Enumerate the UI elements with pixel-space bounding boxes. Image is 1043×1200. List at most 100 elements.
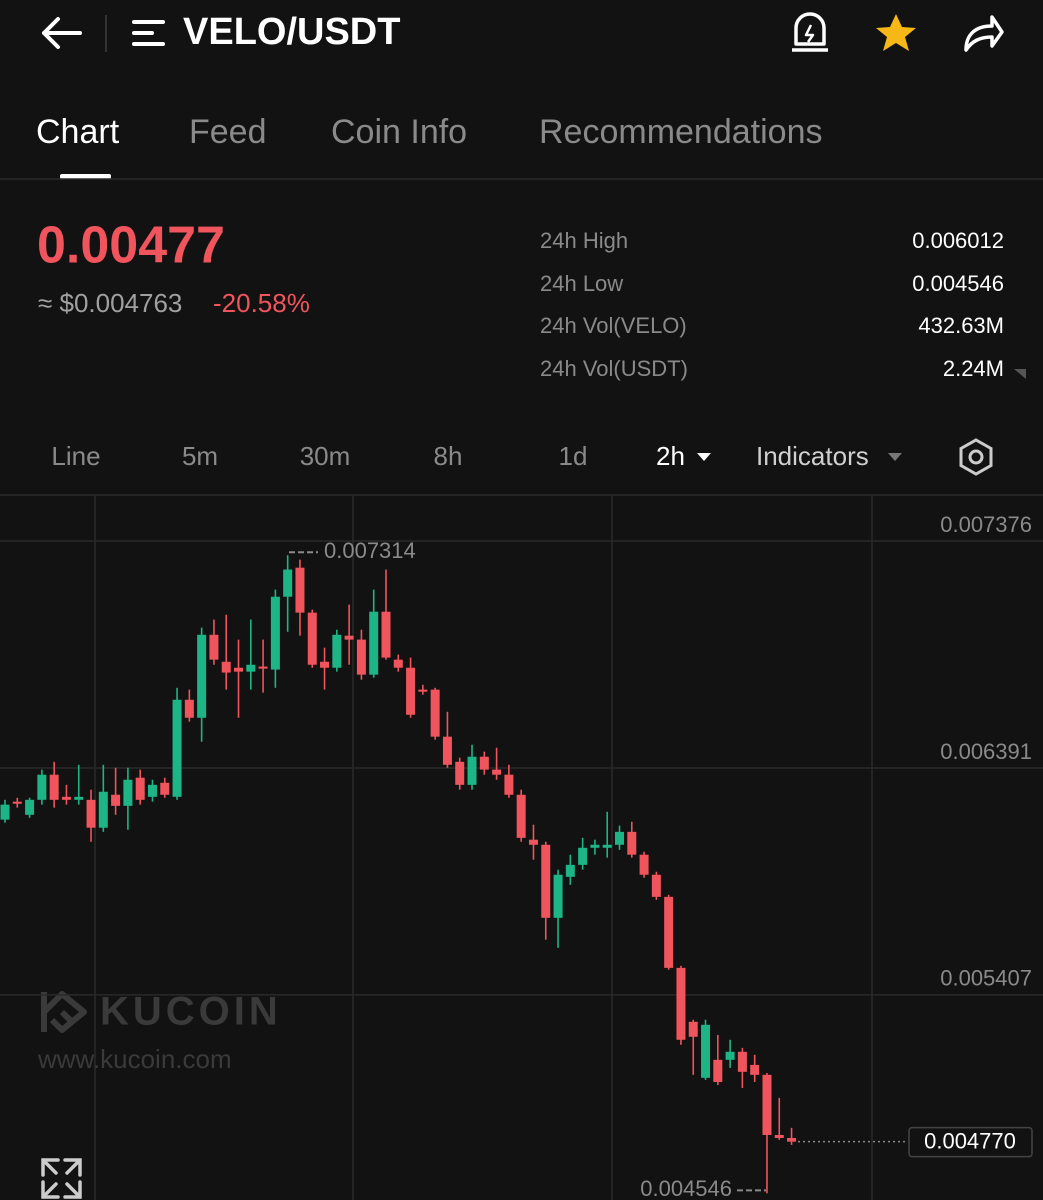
candle-body [74, 796, 84, 800]
candle-body [86, 799, 96, 828]
timeframe[interactable]: Line [51, 441, 100, 471]
candle-body [541, 844, 551, 918]
candle-body [147, 784, 157, 797]
last-price: 0.00477 [37, 217, 225, 275]
candle-body [234, 667, 244, 672]
stat-label: 24h Vol(VELO) [540, 313, 687, 338]
candle-body [615, 831, 624, 845]
candle-body [111, 794, 121, 806]
timeframe[interactable]: 5m [182, 441, 218, 471]
candle-body [184, 699, 194, 718]
watermark-brand: KUCOIN [100, 990, 282, 1034]
dropdown-arrow [697, 453, 711, 461]
stat-label: 24h High [540, 228, 628, 253]
watermark-url: www.kucoin.com [37, 1044, 232, 1074]
candle-body [553, 874, 563, 918]
indicators-button[interactable]: Indicators [756, 441, 869, 471]
candle-body [688, 1021, 698, 1037]
candle-body [344, 635, 354, 640]
candle-body [37, 774, 47, 800]
tab[interactable]: Chart [36, 113, 120, 151]
candle-body [713, 1059, 723, 1082]
expand-icon[interactable] [41, 1158, 82, 1199]
candle-body [565, 864, 575, 877]
menu-icon[interactable] [132, 20, 165, 46]
candle-body [283, 569, 293, 597]
candle-body [664, 896, 674, 968]
candle-body [221, 661, 231, 673]
candle-body [676, 967, 686, 1040]
timeframe[interactable]: 8h [434, 441, 463, 471]
last-price-label: 0.004770 [924, 1128, 1016, 1153]
timeframe[interactable]: 2h [656, 441, 685, 471]
candle-body [61, 796, 71, 800]
low-marker-label: 0.004546 [640, 1176, 732, 1200]
candle-body [197, 634, 207, 718]
y-tick-label: 0.007376 [940, 512, 1032, 537]
high-marker-label: 0.007314 [324, 538, 416, 563]
candle-body [774, 1134, 784, 1138]
candle-body [479, 756, 489, 770]
candle-body [418, 689, 428, 692]
candle-body [356, 639, 366, 675]
candle-body [307, 612, 317, 665]
stat-value: 0.006012 [912, 228, 1004, 253]
candle-body [467, 756, 477, 785]
candle-body [369, 611, 379, 675]
alert-icon[interactable] [792, 12, 828, 52]
candle-body [320, 661, 330, 668]
pair-title: VELO/USDT [183, 11, 400, 53]
candle-body [750, 1064, 760, 1075]
candle-body [123, 779, 133, 806]
timeframe[interactable]: 30m [300, 441, 351, 471]
tab[interactable]: Recommendations [539, 113, 822, 151]
candle-body [406, 667, 416, 715]
candle-body [246, 664, 256, 672]
usd-price: ≈ $0.004763 [38, 288, 182, 318]
candle-body [12, 801, 22, 804]
tab[interactable]: Coin Info [331, 113, 467, 151]
candle-body [627, 831, 637, 855]
candle-body [701, 1024, 711, 1078]
candle-body [455, 761, 465, 785]
stat-value: 0.004546 [912, 271, 1004, 296]
last-price-box [908, 1126, 1033, 1158]
stat-value: 432.63M [918, 313, 1004, 338]
candle-body [98, 791, 108, 828]
favorite-star[interactable] [876, 14, 916, 51]
settings-icon[interactable] [959, 438, 993, 476]
back-button[interactable] [42, 17, 82, 49]
corner-indicator [1014, 369, 1026, 379]
candle-body [737, 1051, 747, 1072]
y-tick-label: 0.005407 [940, 966, 1032, 991]
candle-body [270, 596, 280, 670]
tab[interactable]: Feed [189, 113, 267, 151]
candle-body [25, 799, 35, 815]
candle-body [528, 839, 538, 845]
candle-body [602, 844, 612, 848]
candle-body [442, 736, 452, 765]
candle-body [651, 874, 661, 897]
timeframe[interactable]: 1d [559, 441, 588, 471]
y-tick-label: 0.006391 [940, 739, 1032, 764]
candle-body [578, 847, 588, 865]
candle-body [172, 699, 182, 797]
candle-body [135, 777, 145, 800]
candle-body [209, 634, 219, 660]
candle-body [504, 774, 514, 795]
share-icon[interactable] [964, 15, 1004, 52]
candle-body [430, 689, 440, 737]
kucoin-logo [41, 991, 87, 1033]
candle-body [0, 804, 10, 820]
stat-value: 2.24M [943, 356, 1004, 381]
candle-body [787, 1137, 797, 1142]
candle-body [393, 659, 403, 668]
stat-label: 24h Vol(USDT) [540, 356, 688, 381]
candle-body [639, 854, 649, 875]
candle-body [49, 774, 59, 800]
candle-body [725, 1051, 735, 1060]
candle-body [258, 666, 268, 669]
candle-body [492, 769, 502, 775]
candle-body [381, 611, 391, 658]
